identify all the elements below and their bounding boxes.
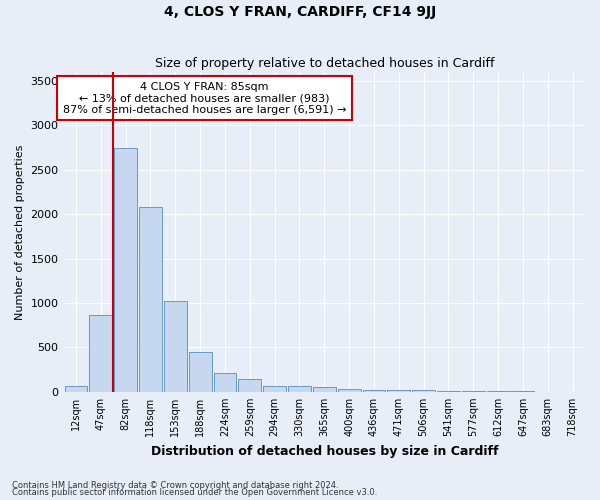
Bar [89, 316, 112, 392]
Bar [437, 391, 460, 392]
Bar [65, 386, 88, 392]
Text: Contains public sector information licensed under the Open Government Licence v3: Contains public sector information licen… [12, 488, 377, 497]
Text: 4, CLOS Y FRAN, CARDIFF, CF14 9JJ: 4, CLOS Y FRAN, CARDIFF, CF14 9JJ [164, 5, 436, 19]
Title: Size of property relative to detached houses in Cardiff: Size of property relative to detached ho… [155, 56, 494, 70]
Bar [313, 388, 335, 392]
Bar [338, 388, 361, 392]
Bar [388, 390, 410, 392]
Bar [114, 148, 137, 392]
Bar [139, 207, 162, 392]
Bar [188, 352, 212, 392]
Y-axis label: Number of detached properties: Number of detached properties [15, 144, 25, 320]
Bar [412, 390, 435, 392]
Text: 4 CLOS Y FRAN: 85sqm
← 13% of detached houses are smaller (983)
87% of semi-deta: 4 CLOS Y FRAN: 85sqm ← 13% of detached h… [62, 82, 346, 115]
Bar [362, 390, 385, 392]
Bar [214, 373, 236, 392]
Bar [288, 386, 311, 392]
Bar [164, 301, 187, 392]
Bar [462, 391, 485, 392]
Bar [238, 379, 261, 392]
Bar [263, 386, 286, 392]
X-axis label: Distribution of detached houses by size in Cardiff: Distribution of detached houses by size … [151, 444, 498, 458]
Text: Contains HM Land Registry data © Crown copyright and database right 2024.: Contains HM Land Registry data © Crown c… [12, 480, 338, 490]
